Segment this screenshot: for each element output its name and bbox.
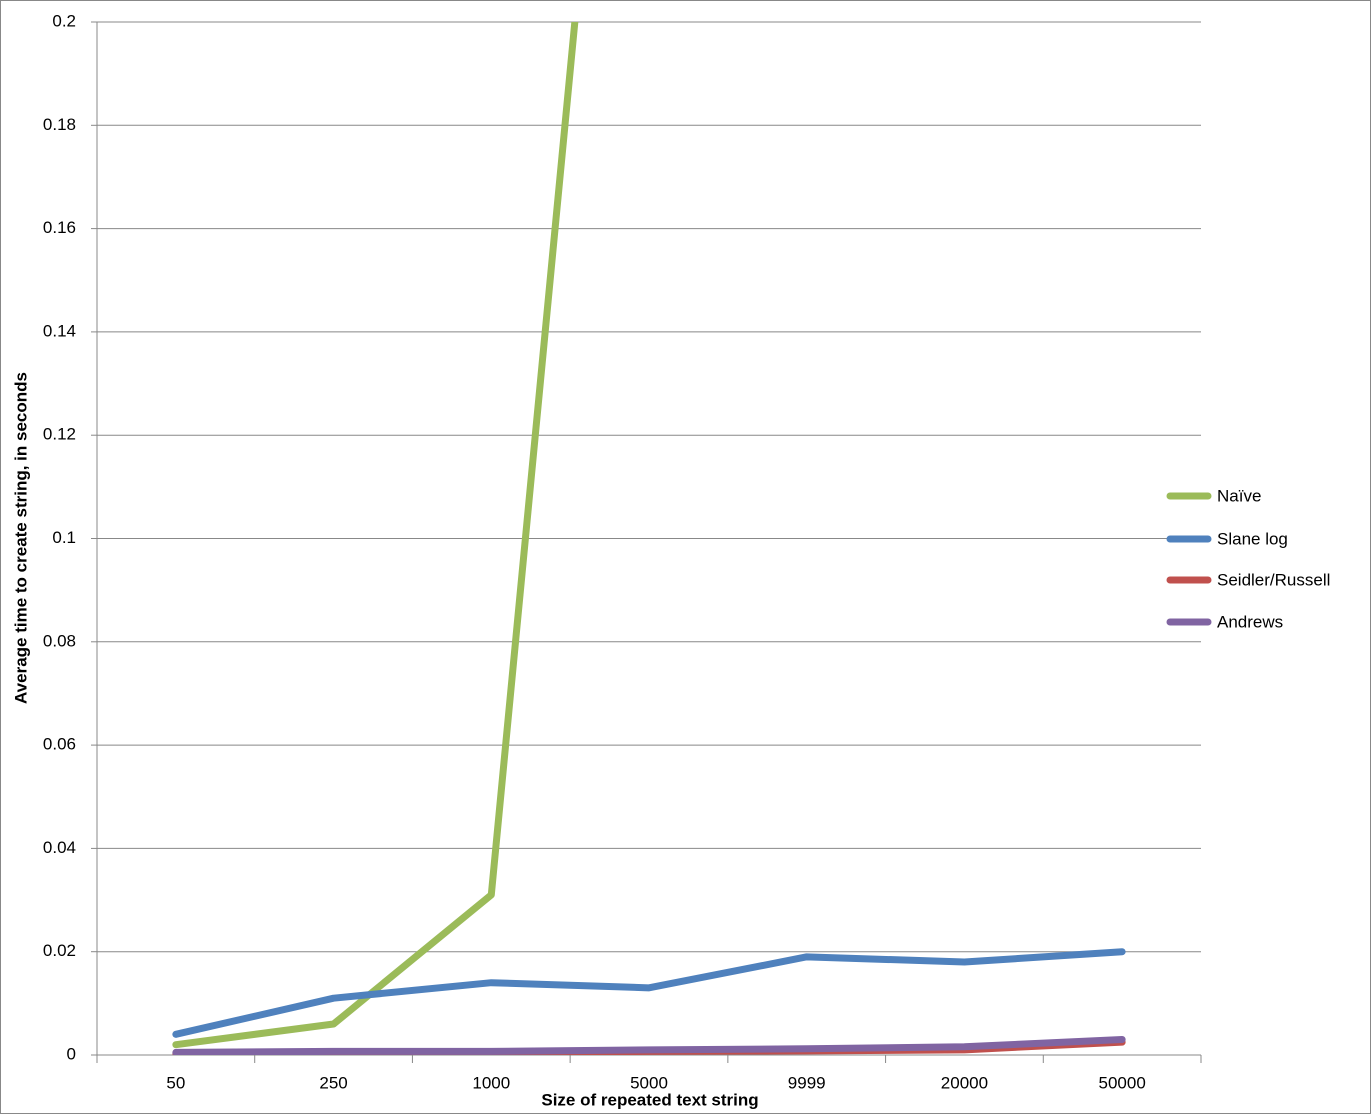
x-tick-label: 20000 (941, 1073, 988, 1092)
x-tick-label: 50000 (1099, 1073, 1146, 1092)
y-tick-label: 0.18 (43, 115, 76, 134)
y-tick-label: 0.06 (43, 735, 76, 754)
series-line (172, 22, 579, 1049)
x-tick-label: 5000 (630, 1073, 668, 1092)
y-tick-label: 0.14 (43, 321, 76, 340)
x-axis-label: Size of repeated text string (541, 1090, 758, 1109)
legend-label: Slane log (1217, 529, 1288, 548)
plot-area (172, 22, 1126, 1055)
y-tick-label: 0.08 (43, 631, 76, 650)
y-axis-label: Average time to create string, in second… (11, 372, 30, 704)
y-tick-label: 0 (67, 1044, 76, 1063)
x-tick-label: 1000 (472, 1073, 510, 1092)
legend-label: Seidler/Russell (1217, 570, 1330, 589)
x-tick-label: 9999 (788, 1073, 826, 1092)
y-tick-label: 0.04 (43, 838, 76, 857)
y-tick-label: 0.02 (43, 941, 76, 960)
y-tick-label: 0.16 (43, 218, 76, 237)
x-tick-label: 50 (166, 1073, 185, 1092)
x-tick-label: 250 (319, 1073, 347, 1092)
y-tick-label: 0.2 (52, 11, 76, 30)
series-line (172, 1036, 1126, 1055)
y-tick-label: 0.12 (43, 425, 76, 444)
series-line (172, 948, 1126, 1038)
legend-label: Andrews (1217, 612, 1283, 631)
y-tick-label: 0.1 (52, 528, 76, 547)
legend-label: Naïve (1217, 486, 1261, 505)
